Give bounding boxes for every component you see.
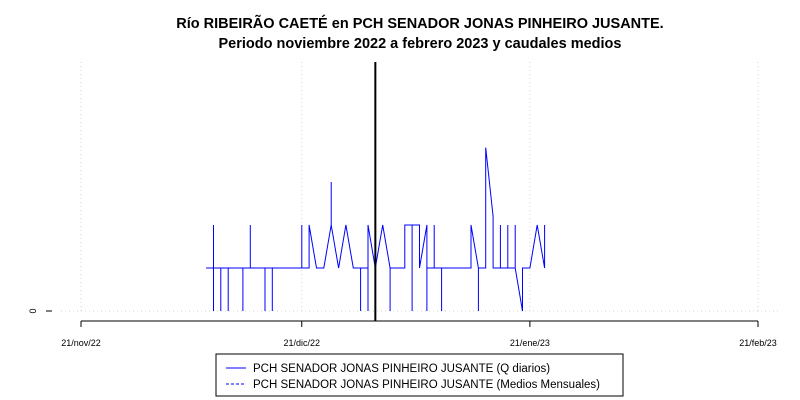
legend-label-monthly: PCH SENADOR JONAS PINHEIRO JUSANTE (Medi… bbox=[253, 379, 600, 391]
chart-title: Río RIBEIRÃO CAETÉ en PCH SENADOR JONAS … bbox=[176, 14, 663, 32]
series-layer bbox=[206, 96, 546, 312]
x-tick-label: 21/nov/22 bbox=[61, 338, 101, 348]
legend-label-daily: PCH SENADOR JONAS PINHEIRO JUSANTE (Q di… bbox=[253, 363, 550, 375]
grid-lines bbox=[61, 62, 779, 312]
chart-subtitle: Periodo noviembre 2022 a febrero 2023 y … bbox=[219, 36, 622, 52]
x-tick-label: 21/dic/22 bbox=[283, 338, 320, 348]
y-axis: 0 bbox=[28, 308, 52, 314]
legend-box bbox=[215, 353, 624, 397]
legend: PCH SENADOR JONAS PINHEIRO JUSANTE (Q di… bbox=[215, 353, 624, 397]
series-line-0 bbox=[206, 96, 546, 312]
x-tick-label: 21/ene/23 bbox=[510, 338, 550, 348]
y-tick-label: 0 bbox=[28, 308, 38, 313]
x-axis: 21/nov/22 21/dic/22 21/ene/23 21/feb/23 bbox=[61, 320, 777, 348]
x-tick-label: 21/feb/23 bbox=[739, 338, 777, 348]
